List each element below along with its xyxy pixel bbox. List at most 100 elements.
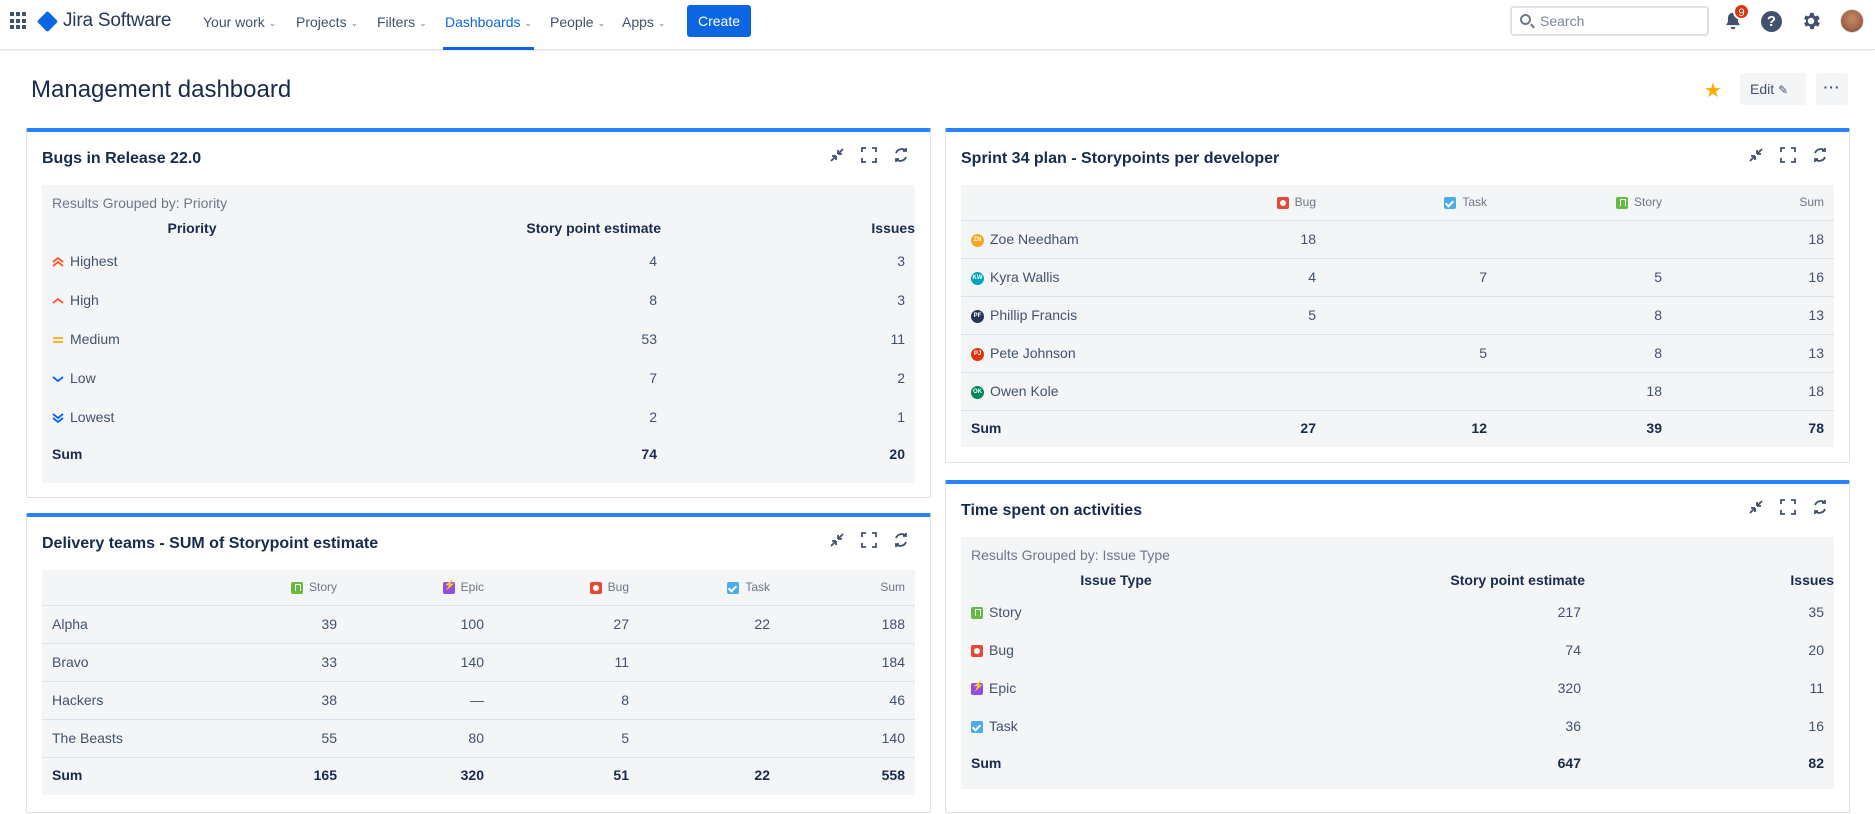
column-header: Priority xyxy=(167,220,217,236)
sum-epic[interactable]: 320 xyxy=(460,767,484,784)
sum-bug[interactable]: 27 xyxy=(1300,419,1316,436)
jira-logo[interactable]: Jira Software xyxy=(36,10,171,32)
bug-points[interactable]: 5 xyxy=(1308,307,1316,323)
storypoints-per-developer-table: Bug Task Story Sum ZN Zoe Needham 18 18 K… xyxy=(961,185,1834,445)
refresh-icon[interactable] xyxy=(892,531,910,549)
epic-points[interactable]: 100 xyxy=(460,616,484,632)
more-actions-button[interactable]: ··· xyxy=(1816,73,1848,105)
bug-points[interactable]: 4 xyxy=(1308,269,1316,285)
bug-points[interactable] xyxy=(1181,334,1326,372)
row-sum[interactable]: 46 xyxy=(889,692,905,708)
bug-points[interactable] xyxy=(1181,372,1326,410)
row-sum[interactable]: 16 xyxy=(1808,269,1824,285)
issues-count-link[interactable]: 16 xyxy=(1808,718,1824,734)
sum-total[interactable]: 558 xyxy=(881,767,905,784)
story-points[interactable]: 39 xyxy=(321,616,337,632)
task-points[interactable] xyxy=(639,643,786,681)
nav-apps[interactable]: Apps ⌄ xyxy=(622,0,665,50)
minimize-icon[interactable] xyxy=(828,146,846,164)
sum-story[interactable]: 39 xyxy=(1646,419,1662,436)
sum-label: Sum xyxy=(971,419,1002,436)
row-sum[interactable]: 18 xyxy=(1808,231,1824,247)
refresh-icon[interactable] xyxy=(1811,498,1829,516)
story-points[interactable]: 8 xyxy=(1654,307,1662,323)
story-points[interactable]: 33 xyxy=(321,654,337,670)
star-favorite-icon[interactable]: ★ xyxy=(1704,80,1722,102)
issues-count-link[interactable]: 2 xyxy=(897,369,905,386)
issues-count-link[interactable]: 3 xyxy=(897,252,905,269)
nav-dashboards[interactable]: Dashboards ⌄ xyxy=(442,0,535,50)
table-row: Bug 74 20 xyxy=(961,631,1834,669)
nav-filters[interactable]: Filters ⌄ xyxy=(377,0,427,50)
issues-count-link[interactable]: 11 xyxy=(890,330,905,347)
user-avatar[interactable] xyxy=(1840,9,1864,33)
task-type-icon xyxy=(1444,197,1457,210)
issues-count-link[interactable]: 35 xyxy=(1808,604,1824,620)
row-sum[interactable]: 184 xyxy=(881,654,905,670)
settings-gear-icon[interactable] xyxy=(1800,10,1822,32)
refresh-icon[interactable] xyxy=(892,146,910,164)
nav-people[interactable]: People ⌄ xyxy=(550,0,605,50)
notification-count-badge: 9 xyxy=(1733,3,1750,20)
task-points[interactable]: 5 xyxy=(1479,345,1487,361)
row-sum[interactable]: 188 xyxy=(881,616,905,632)
sum-bug[interactable]: 51 xyxy=(613,767,629,784)
row-sum[interactable]: 13 xyxy=(1808,307,1824,323)
bug-type-icon xyxy=(589,582,602,595)
row-sum[interactable]: 18 xyxy=(1808,383,1824,399)
search-input[interactable]: Search xyxy=(1510,6,1709,36)
epic-points[interactable]: 140 xyxy=(460,654,484,670)
developer-avatar: PF xyxy=(971,309,984,323)
nav-projects[interactable]: Projects ⌄ xyxy=(296,0,358,50)
app-switcher-icon[interactable] xyxy=(10,12,28,30)
maximize-icon[interactable] xyxy=(860,531,878,549)
task-points[interactable] xyxy=(1326,220,1501,258)
sum-issues[interactable]: 82 xyxy=(1808,755,1824,771)
create-button[interactable]: Create xyxy=(687,5,751,37)
story-points[interactable]: 55 xyxy=(321,730,337,746)
nav-label: Your work xyxy=(203,14,265,30)
story-points[interactable]: 38 xyxy=(321,692,337,708)
sum-issues[interactable]: 20 xyxy=(889,446,905,462)
task-points[interactable] xyxy=(1326,372,1501,410)
issues-count-link[interactable]: 3 xyxy=(897,291,905,308)
sum-story[interactable]: 165 xyxy=(313,767,337,784)
maximize-icon[interactable] xyxy=(1779,146,1797,164)
bug-points[interactable]: 11 xyxy=(614,654,629,670)
developer-name: Phillip Francis xyxy=(990,307,1078,323)
minimize-icon[interactable] xyxy=(1747,146,1765,164)
sum-total[interactable]: 78 xyxy=(1808,419,1824,436)
story-points[interactable]: 8 xyxy=(1654,345,1662,361)
sum-task[interactable]: 12 xyxy=(1471,419,1487,436)
row-sum[interactable]: 140 xyxy=(881,730,905,746)
bug-points[interactable]: 27 xyxy=(613,616,629,632)
top-navigation: Jira Software Your work ⌄ Projects ⌄ Filte… xyxy=(0,0,1875,50)
task-points[interactable]: 22 xyxy=(754,616,770,632)
edit-button[interactable]: Edit ✎ xyxy=(1740,73,1806,105)
bug-points[interactable]: 18 xyxy=(1300,231,1316,247)
issues-count-link[interactable]: 1 xyxy=(897,408,905,425)
task-points[interactable] xyxy=(1326,296,1501,334)
epic-points[interactable]: 80 xyxy=(468,730,484,746)
story-points[interactable] xyxy=(1501,220,1676,258)
nav-your-work[interactable]: Your work ⌄ xyxy=(203,0,276,50)
minimize-icon[interactable] xyxy=(828,531,846,549)
issues-count-link[interactable]: 20 xyxy=(1808,642,1824,658)
task-points[interactable] xyxy=(639,681,786,719)
task-points[interactable]: 7 xyxy=(1479,269,1487,285)
issues-count-link[interactable]: 11 xyxy=(1809,680,1824,696)
story-points[interactable]: 18 xyxy=(1646,383,1662,399)
bug-points[interactable]: 5 xyxy=(621,730,629,746)
story-points[interactable]: 5 xyxy=(1654,269,1662,285)
maximize-icon[interactable] xyxy=(1779,498,1797,516)
gadget-body: Story Epic Bug Task Sum Alpha 39 100 27 … xyxy=(42,570,915,795)
task-points[interactable] xyxy=(639,719,786,757)
maximize-icon[interactable] xyxy=(860,146,878,164)
epic-points[interactable]: — xyxy=(470,692,484,708)
bug-points[interactable]: 8 xyxy=(621,692,629,708)
minimize-icon[interactable] xyxy=(1747,498,1765,516)
help-icon[interactable]: ? xyxy=(1761,11,1782,32)
refresh-icon[interactable] xyxy=(1811,146,1829,164)
sum-task[interactable]: 22 xyxy=(754,767,770,784)
row-sum[interactable]: 13 xyxy=(1808,345,1824,361)
